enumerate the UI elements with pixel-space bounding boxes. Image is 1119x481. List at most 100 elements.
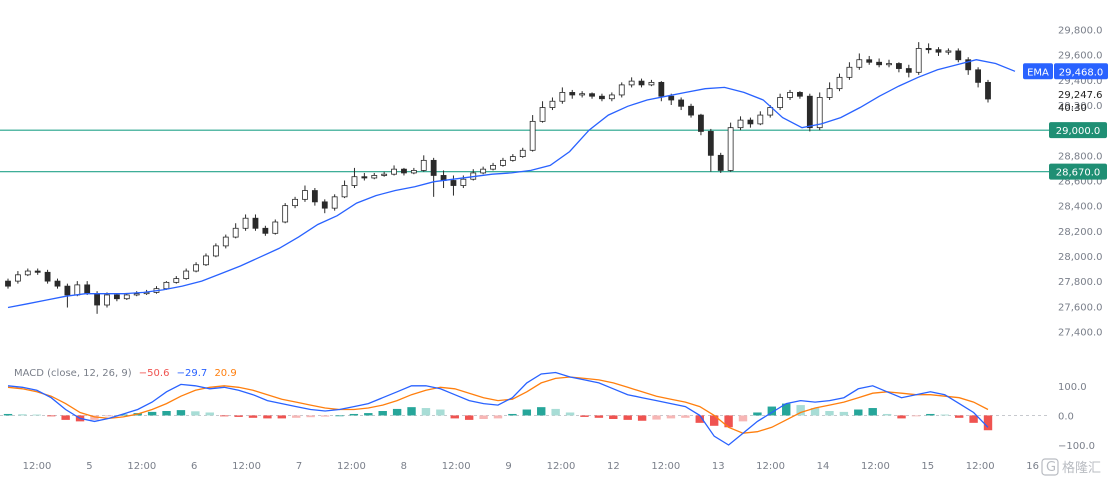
macd-histogram-bar	[392, 408, 402, 416]
macd-y-tick-label: 100.0	[1058, 382, 1087, 393]
macd-histogram-bar	[306, 415, 315, 418]
candle	[381, 171, 388, 177]
macd-histogram-bar	[897, 415, 906, 419]
macd-histogram-bar	[954, 415, 964, 418]
macd-legend-hist: −50.6	[136, 368, 170, 379]
x-tick-label: 5	[86, 461, 92, 472]
candle-body	[787, 92, 793, 98]
candle	[589, 92, 595, 99]
candle-body	[896, 63, 902, 69]
macd-histogram-bar	[594, 415, 604, 418]
candle	[707, 128, 714, 172]
candle-body	[529, 120, 536, 151]
macd-histogram-bar	[911, 415, 921, 417]
candle-body	[915, 48, 922, 73]
candle-body	[599, 95, 605, 100]
candle	[658, 81, 665, 102]
candle	[262, 225, 269, 236]
candle-body	[341, 185, 348, 198]
x-tick-label: 6	[191, 461, 197, 472]
candle	[470, 169, 477, 181]
candle-body	[737, 119, 744, 129]
candle	[955, 48, 962, 63]
macd-histogram-bar	[738, 415, 748, 422]
candle-body	[24, 270, 31, 276]
macd-histogram-bar	[378, 411, 387, 416]
candle	[539, 101, 546, 123]
candle	[886, 59, 892, 68]
macd-histogram-bar	[219, 415, 229, 417]
x-tick-label: 12:00	[861, 461, 890, 472]
macd-layer: MACD (close, 12, 26, 9) −50.6 −29.7 20.9	[0, 368, 1049, 446]
candle	[608, 92, 615, 102]
x-tick-label: 12	[607, 461, 620, 472]
macd-histogram-bar	[537, 407, 546, 416]
candle	[985, 79, 991, 103]
macd-histogram-bar	[825, 411, 834, 416]
candle	[618, 82, 625, 98]
candle	[104, 292, 110, 308]
candle	[846, 62, 853, 80]
macd-histogram-bar	[47, 415, 56, 417]
candle	[500, 157, 506, 167]
candle	[321, 199, 328, 214]
macd-histogram-bar	[609, 415, 618, 419]
macd-histogram-bar	[926, 413, 935, 416]
candle	[420, 155, 427, 172]
candle-body	[391, 168, 397, 175]
candle-body	[698, 114, 704, 132]
watermark-text: 格隆汇	[1062, 460, 1101, 476]
candle-body	[14, 274, 21, 282]
macd-histogram-bar	[335, 415, 344, 417]
y-tick-label: 28,200.0	[1058, 227, 1103, 238]
candle	[401, 167, 407, 176]
y-tick-label: 27,400.0	[1058, 327, 1103, 338]
candle	[866, 55, 873, 65]
candle	[945, 48, 952, 55]
x-tick-label: 12:00	[232, 461, 261, 472]
y-tick-label: 28,600.0	[1058, 176, 1103, 187]
price-level-tag-label: 29,000.0	[1056, 126, 1101, 137]
watermark-logo-glyph: G	[1046, 460, 1056, 475]
candle-body	[876, 61, 883, 66]
candle	[24, 268, 31, 277]
candle	[717, 152, 724, 173]
x-tick-label: 8	[401, 461, 407, 472]
x-tick-label: 12:00	[651, 461, 680, 472]
candle	[94, 291, 100, 314]
macd-histogram-bar	[695, 415, 704, 423]
candle	[391, 165, 397, 176]
candle	[965, 57, 972, 75]
candle-body	[183, 270, 190, 279]
candle	[549, 97, 556, 111]
candle-body	[163, 281, 170, 290]
candle-body	[975, 69, 982, 83]
candle-body	[549, 100, 556, 108]
candle	[14, 271, 21, 284]
candle-body	[262, 227, 269, 234]
y-tick-label: 29,600.0	[1058, 51, 1103, 62]
candle-body	[826, 88, 833, 98]
candle	[282, 203, 289, 224]
candle	[292, 196, 298, 209]
macd-histogram-bar	[782, 403, 791, 416]
candle	[559, 87, 566, 104]
candle-body	[331, 196, 338, 209]
candle-body	[925, 48, 932, 51]
candle-body	[777, 97, 784, 108]
macd-legend-macd: −29.7	[173, 368, 207, 379]
candle-body	[866, 59, 873, 63]
macd-histogram-bar	[508, 413, 517, 416]
x-tick-label: 16	[1026, 461, 1039, 472]
macd-histogram-bar	[522, 409, 532, 416]
candle-body	[707, 131, 714, 156]
y-tick-label: 27,800.0	[1058, 277, 1103, 288]
candle-body	[579, 93, 586, 96]
macd-histogram-bar	[248, 415, 258, 418]
candle	[737, 116, 744, 131]
candle	[242, 214, 249, 231]
candle-body	[430, 159, 437, 176]
candle-body	[34, 270, 41, 273]
price-level-tag	[1049, 163, 1107, 180]
macd-histogram-bar	[882, 413, 892, 416]
